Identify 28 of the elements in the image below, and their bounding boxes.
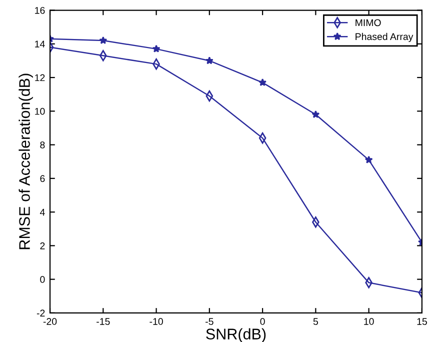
x-tick-label: -15 bbox=[96, 318, 110, 325]
point bbox=[152, 44, 160, 52]
x-tick-label: 5 bbox=[313, 318, 318, 325]
point bbox=[312, 110, 320, 118]
y-tick-label: 2 bbox=[40, 242, 45, 250]
x-tick-label: 10 bbox=[364, 318, 374, 325]
legend-label: MIMO bbox=[356, 19, 381, 26]
legend-label: Phased Array bbox=[356, 32, 414, 42]
y-tick-label: 16 bbox=[35, 6, 45, 14]
y-axis-title: RMSE of Acceleration(dB) bbox=[18, 74, 33, 250]
point bbox=[364, 156, 373, 164]
x-tick-label: -20 bbox=[43, 318, 57, 325]
y-tick-label: -2 bbox=[36, 310, 45, 316]
y-tick-label: 0 bbox=[40, 276, 45, 283]
x-tick-label: 15 bbox=[417, 318, 427, 325]
y-tick-label: 14 bbox=[35, 40, 45, 48]
x-tick-label: -5 bbox=[206, 318, 214, 325]
x-tick-label: -10 bbox=[150, 318, 163, 325]
x-axis-title: SNR(dB) bbox=[206, 328, 266, 342]
point bbox=[99, 36, 108, 44]
point bbox=[205, 56, 214, 64]
y-tick-label: 8 bbox=[40, 142, 45, 148]
y-tick-label: 4 bbox=[40, 208, 45, 216]
y-tick-label: 12 bbox=[35, 74, 45, 82]
y-tick-label: 10 bbox=[35, 108, 45, 115]
y-tick-label: 6 bbox=[40, 175, 45, 182]
point bbox=[258, 78, 267, 86]
x-tick-label: 0 bbox=[260, 318, 265, 325]
